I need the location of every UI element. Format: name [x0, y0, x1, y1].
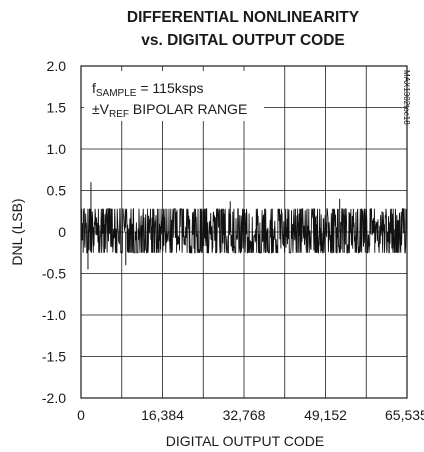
- annotation-background: [84, 71, 264, 121]
- y-tick-label: 1.0: [47, 141, 67, 157]
- y-tick-label: 2.0: [47, 58, 67, 74]
- chart-title-line-1: DIFFERENTIAL NONLINEARITY: [127, 9, 360, 26]
- plot-area: [80, 182, 408, 270]
- y-tick-label: -2.0: [42, 390, 66, 406]
- annotation-vref: ±V: [92, 101, 110, 117]
- y-axis-ticks: 2.0 1.5 1.0 0.5 0 -0.5 -1.0 -1.5 -2.0: [42, 58, 66, 406]
- x-axis-ticks: 0 16,384 32,768 49,152 65,535: [77, 407, 424, 423]
- plot-frame: [80, 65, 408, 399]
- annotation-range: ±VREF BIPOLAR RANGE: [92, 101, 247, 120]
- dnl-series-line: [80, 207, 408, 254]
- y-axis-label: DNL (LSB): [9, 198, 25, 265]
- chart-title-line-2: vs. DIGITAL OUTPUT CODE: [141, 32, 345, 49]
- annotation-sample-rest: = 115ksps: [136, 80, 203, 96]
- annotation-range-rest: BIPOLAR RANGE: [129, 101, 247, 117]
- y-tick-label: 1.5: [47, 100, 67, 116]
- annotation-ref-sub: REF: [109, 109, 129, 120]
- annotation-f: f: [92, 80, 96, 96]
- y-tick-label: -0.5: [42, 266, 66, 282]
- x-tick-label: 0: [77, 407, 85, 423]
- y-tick-label: 0.5: [47, 183, 67, 199]
- y-tick-label: -1.5: [42, 349, 66, 365]
- annotation-sample-rate: fSAMPLE = 115ksps: [92, 80, 204, 99]
- y-tick-label: -1.0: [42, 307, 66, 323]
- x-tick-label: 32,768: [223, 407, 266, 423]
- annotation-sample-sub: SAMPLE: [96, 88, 137, 99]
- x-axis-label: DIGITAL OUTPUT CODE: [166, 433, 324, 449]
- x-tick-label: 49,152: [304, 407, 347, 423]
- x-tick-label: 65,535: [385, 407, 424, 423]
- x-tick-label: 16,384: [141, 407, 184, 423]
- y-tick-label: 0: [58, 224, 66, 240]
- part-id-label: MAX1302toc18: [402, 70, 411, 125]
